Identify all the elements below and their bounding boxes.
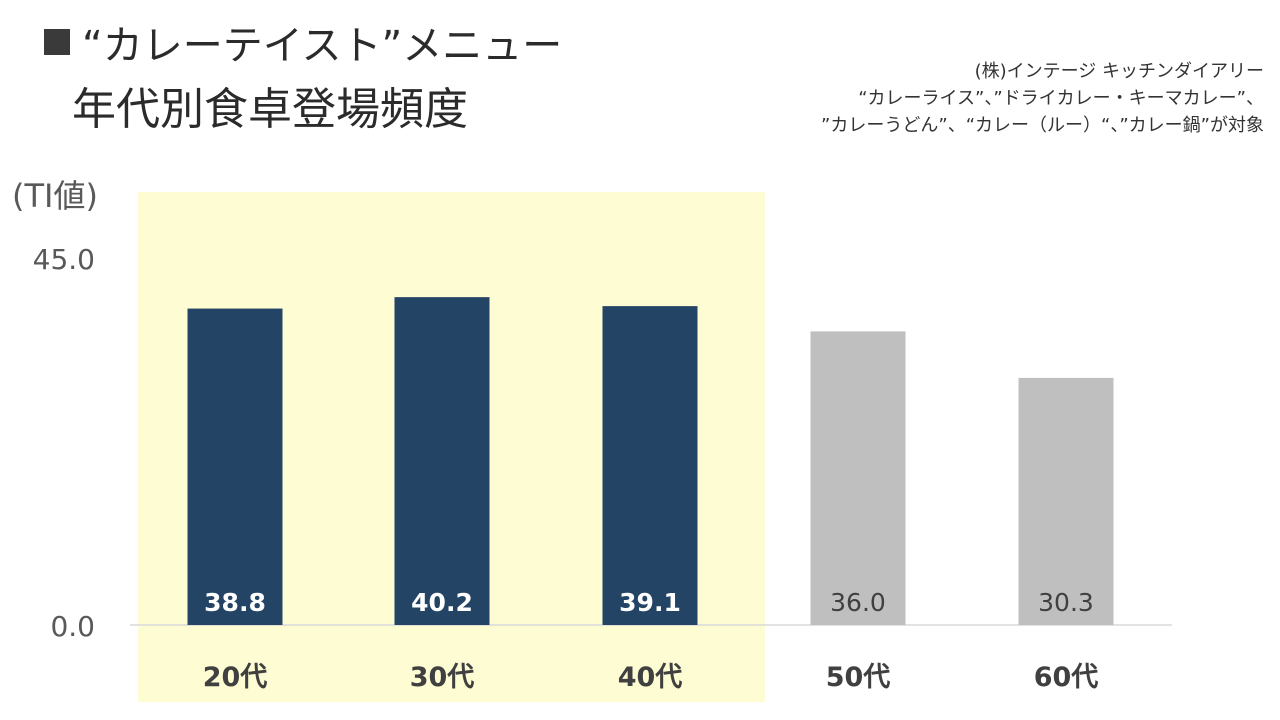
bar [394,297,490,625]
bar-value-label: 30.3 [1038,588,1094,617]
x-tick-label: 30代 [410,662,475,693]
bar-value-label: 36.0 [830,588,886,617]
x-tick-label: 20代 [203,662,268,693]
bar-value-label: 40.2 [411,588,473,617]
bar [187,308,283,625]
y-tick-label: 45.0 [33,243,95,276]
x-tick-label: 60代 [1034,662,1099,693]
y-axis-label: (TI値) [12,177,98,215]
bar [810,331,906,625]
square-bullet-icon [44,29,70,55]
bar [602,306,698,625]
bar-value-label: 38.8 [204,588,266,617]
bar-value-label: 39.1 [619,588,681,617]
source-line-2: “カレーライス”、”ドライカレー・キーマカレー”、 [858,88,1264,109]
source-line-1: (株)インテージ キッチンダイアリー [974,61,1264,82]
y-tick-label: 0.0 [50,610,95,643]
bar [1018,377,1114,625]
source-line-3: ”カレーうどん”、“カレー（ルー）“、”カレー鍋”が対象 [821,115,1264,136]
slide-title-line2: 年代別食卓登場頻度 [72,84,468,135]
title-text-1: “カレーテイスト”メニュー [82,23,563,69]
x-tick-label: 50代 [826,662,891,693]
x-tick-label: 40代 [618,662,683,693]
source-note: (株)インテージ キッチンダイアリー “カレーライス”、”ドライカレー・キーマカ… [821,58,1264,139]
slide-title-line1: “カレーテイスト”メニュー [44,18,562,74]
